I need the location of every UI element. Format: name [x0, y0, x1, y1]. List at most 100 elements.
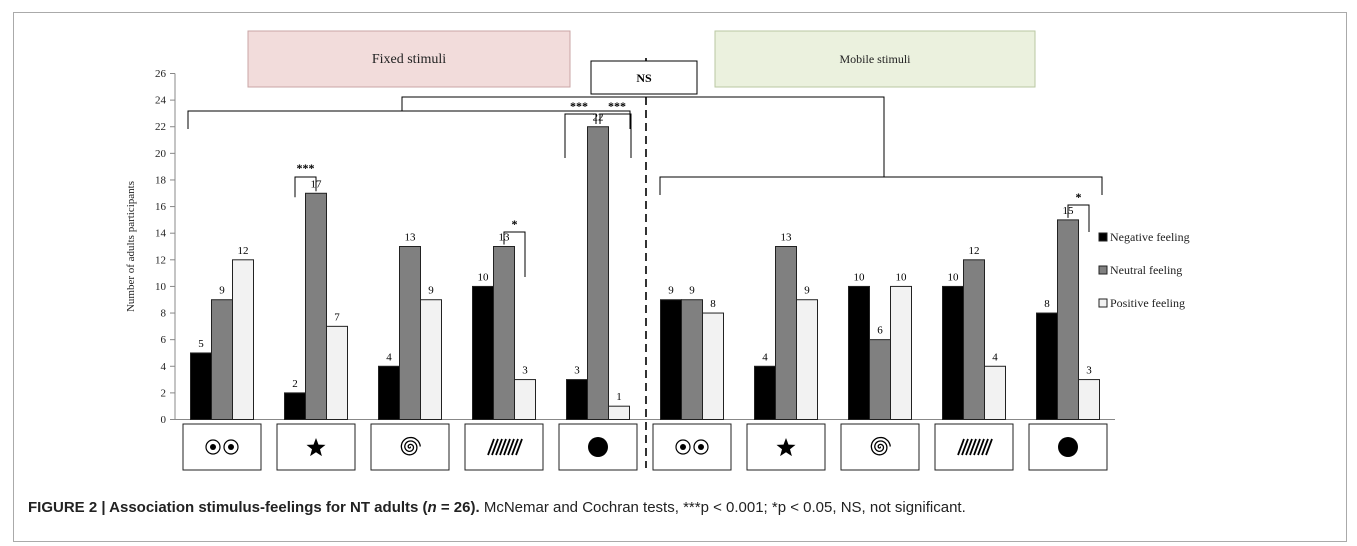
between-group-bracket	[401, 96, 885, 177]
category-icon-box	[934, 423, 1014, 471]
bar-neutral	[305, 192, 327, 420]
bar-negative	[660, 299, 682, 421]
bar-value-label: 6	[877, 325, 883, 337]
bar-neutral	[1057, 219, 1079, 420]
caption-label: FIGURE 2 | Association stimulus-feelings…	[28, 499, 428, 516]
bar-value-label: 9	[668, 285, 674, 297]
y-tick-label: 24	[155, 95, 167, 107]
group-header-box	[247, 30, 571, 88]
bar-value-label: 22	[593, 112, 604, 124]
stripes-icon	[957, 438, 965, 456]
mobile-group-bracket	[659, 176, 1103, 195]
bar-chart: Fixed stimuli Mobile stimuliNS02468101214…	[125, 30, 1190, 471]
ns-label: NS	[636, 71, 652, 85]
bar-positive	[514, 379, 536, 421]
y-tick-label: 14	[155, 228, 167, 240]
significance-star-fixed: ***	[297, 161, 315, 175]
bar-value-label: 4	[762, 351, 768, 363]
y-tick-label: 18	[155, 174, 167, 186]
bar-neutral	[399, 246, 421, 420]
eyes-icon	[210, 444, 216, 450]
bar-negative	[566, 379, 588, 421]
stripes-icon	[965, 438, 973, 456]
bracket-star-fixed	[294, 176, 317, 198]
group-header-box	[714, 30, 1036, 88]
bar-negative	[190, 352, 212, 421]
bracket-stripes-fixed	[503, 231, 526, 277]
bar-value-label: 3	[574, 365, 580, 377]
bracket-dot-neg-fixed	[564, 113, 597, 158]
spiral-icon	[400, 436, 421, 456]
category-icon-box	[652, 423, 732, 471]
stripes-icon	[503, 438, 511, 456]
bar-neutral	[493, 246, 515, 420]
spiral-icon	[870, 436, 891, 456]
bar-value-label: 1	[616, 391, 622, 403]
legend-label: Negative feeling	[1110, 230, 1190, 244]
bar-negative	[1036, 312, 1058, 420]
bar-value-label: 4	[386, 351, 392, 363]
category-icon-box	[746, 423, 826, 471]
icon-frame	[182, 423, 262, 471]
stripes-icon	[495, 438, 503, 456]
category-icon-box	[276, 423, 356, 471]
bar-neutral	[587, 126, 609, 420]
legend-swatch	[1098, 298, 1108, 308]
caption-n-symbol: n	[427, 499, 437, 516]
stripes-icon	[487, 438, 495, 456]
bar-value-label: 10	[478, 271, 490, 283]
bar-neutral	[681, 299, 703, 421]
bar-positive	[1078, 379, 1100, 421]
figure-frame	[13, 12, 1347, 542]
bar-positive	[608, 405, 630, 421]
stripes-icon	[511, 438, 519, 456]
bar-value-label: 13	[405, 232, 417, 244]
eyes-icon	[698, 444, 704, 450]
eyes-icon	[680, 444, 686, 450]
bar-neutral	[211, 299, 233, 421]
star-icon	[776, 438, 796, 457]
icon-frame	[652, 423, 732, 471]
y-tick-label: 0	[161, 414, 167, 426]
bar-negative	[378, 365, 400, 420]
stripes-icon	[981, 438, 989, 456]
bar-positive	[702, 312, 724, 420]
category-icon-box	[464, 423, 544, 471]
bar-positive	[420, 299, 442, 421]
bar-value-label: 2	[292, 378, 298, 390]
bar-neutral	[775, 246, 797, 420]
fixed-group-bracket	[187, 110, 631, 129]
bar-value-label: 5	[198, 338, 204, 350]
bar-negative	[942, 285, 964, 420]
y-axis-label: Number of adults participants	[125, 181, 137, 312]
significance-stripes-fixed: *	[512, 217, 518, 231]
bar-positive	[984, 365, 1006, 420]
star-icon	[306, 438, 326, 457]
bar-value-label: 4	[992, 351, 998, 363]
y-tick-label: 2	[161, 387, 167, 399]
stripes-icon	[515, 438, 523, 456]
bar-value-label: 13	[781, 232, 793, 244]
bracket-dot-mobile	[1067, 204, 1090, 232]
y-tick-label: 10	[155, 281, 167, 293]
bracket-dot-pos-fixed	[599, 113, 632, 158]
bar-neutral	[963, 259, 985, 420]
bar-positive	[326, 325, 348, 421]
bar-positive	[796, 299, 818, 421]
bar-value-label: 3	[522, 365, 528, 377]
stripes-icon	[961, 438, 969, 456]
bar-positive	[232, 259, 254, 420]
significance-dot-neg-fixed: ***	[570, 99, 588, 113]
bar-positive	[890, 285, 912, 420]
y-tick-label: 8	[161, 308, 167, 320]
legend-label: Neutral feeling	[1110, 263, 1182, 277]
bar-value-label: 9	[428, 285, 434, 297]
figure-caption: FIGURE 2 | Association stimulus-feelings…	[28, 499, 1338, 516]
caption-text: McNemar and Cochran tests, ***p < 0.001;…	[479, 499, 966, 516]
group-header-label: Fixed stimuli	[372, 52, 446, 67]
bar-value-label: 8	[710, 298, 716, 310]
bar-value-label: 3	[1086, 365, 1092, 377]
legend-swatch	[1098, 232, 1108, 242]
bar-value-label: 7	[334, 311, 340, 323]
stripes-icon	[499, 438, 507, 456]
